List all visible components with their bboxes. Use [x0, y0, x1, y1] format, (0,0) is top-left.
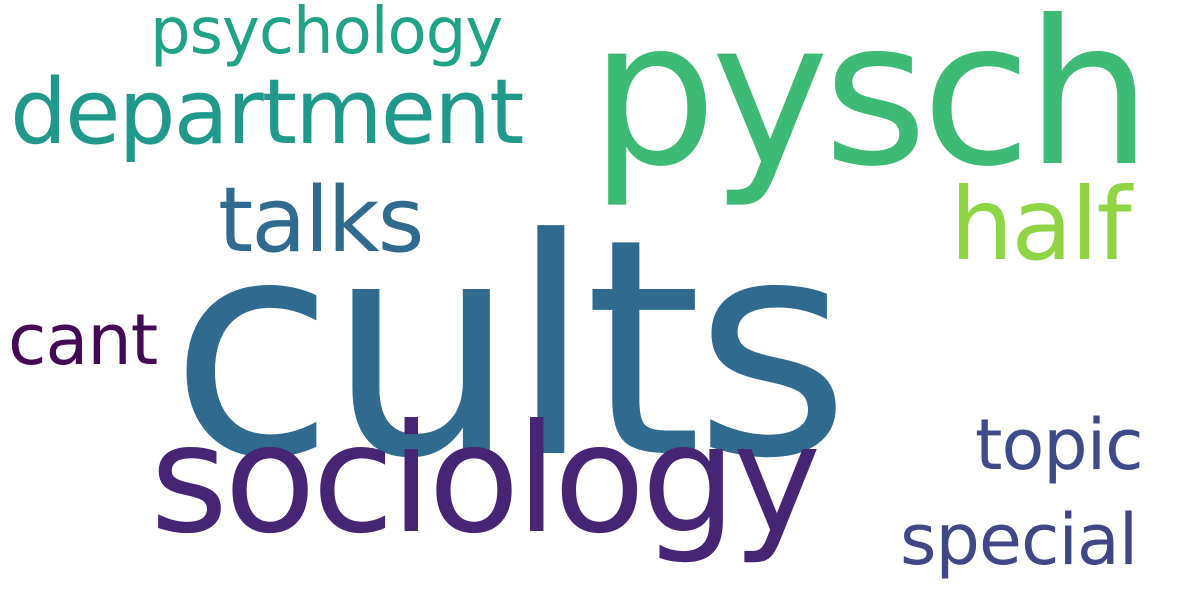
word-talks: talks — [218, 168, 424, 273]
word-psychology: psychology — [150, 0, 503, 69]
word-department: department — [10, 60, 524, 165]
word-cant: cant — [8, 299, 158, 381]
word-sociology: sociology — [150, 393, 821, 567]
word-cults: cults — [170, 175, 850, 524]
word-special: special — [900, 499, 1138, 581]
word-topic: topic — [975, 404, 1144, 486]
word-pysch: pysch — [590, 0, 1152, 211]
word-half: half — [950, 166, 1132, 283]
